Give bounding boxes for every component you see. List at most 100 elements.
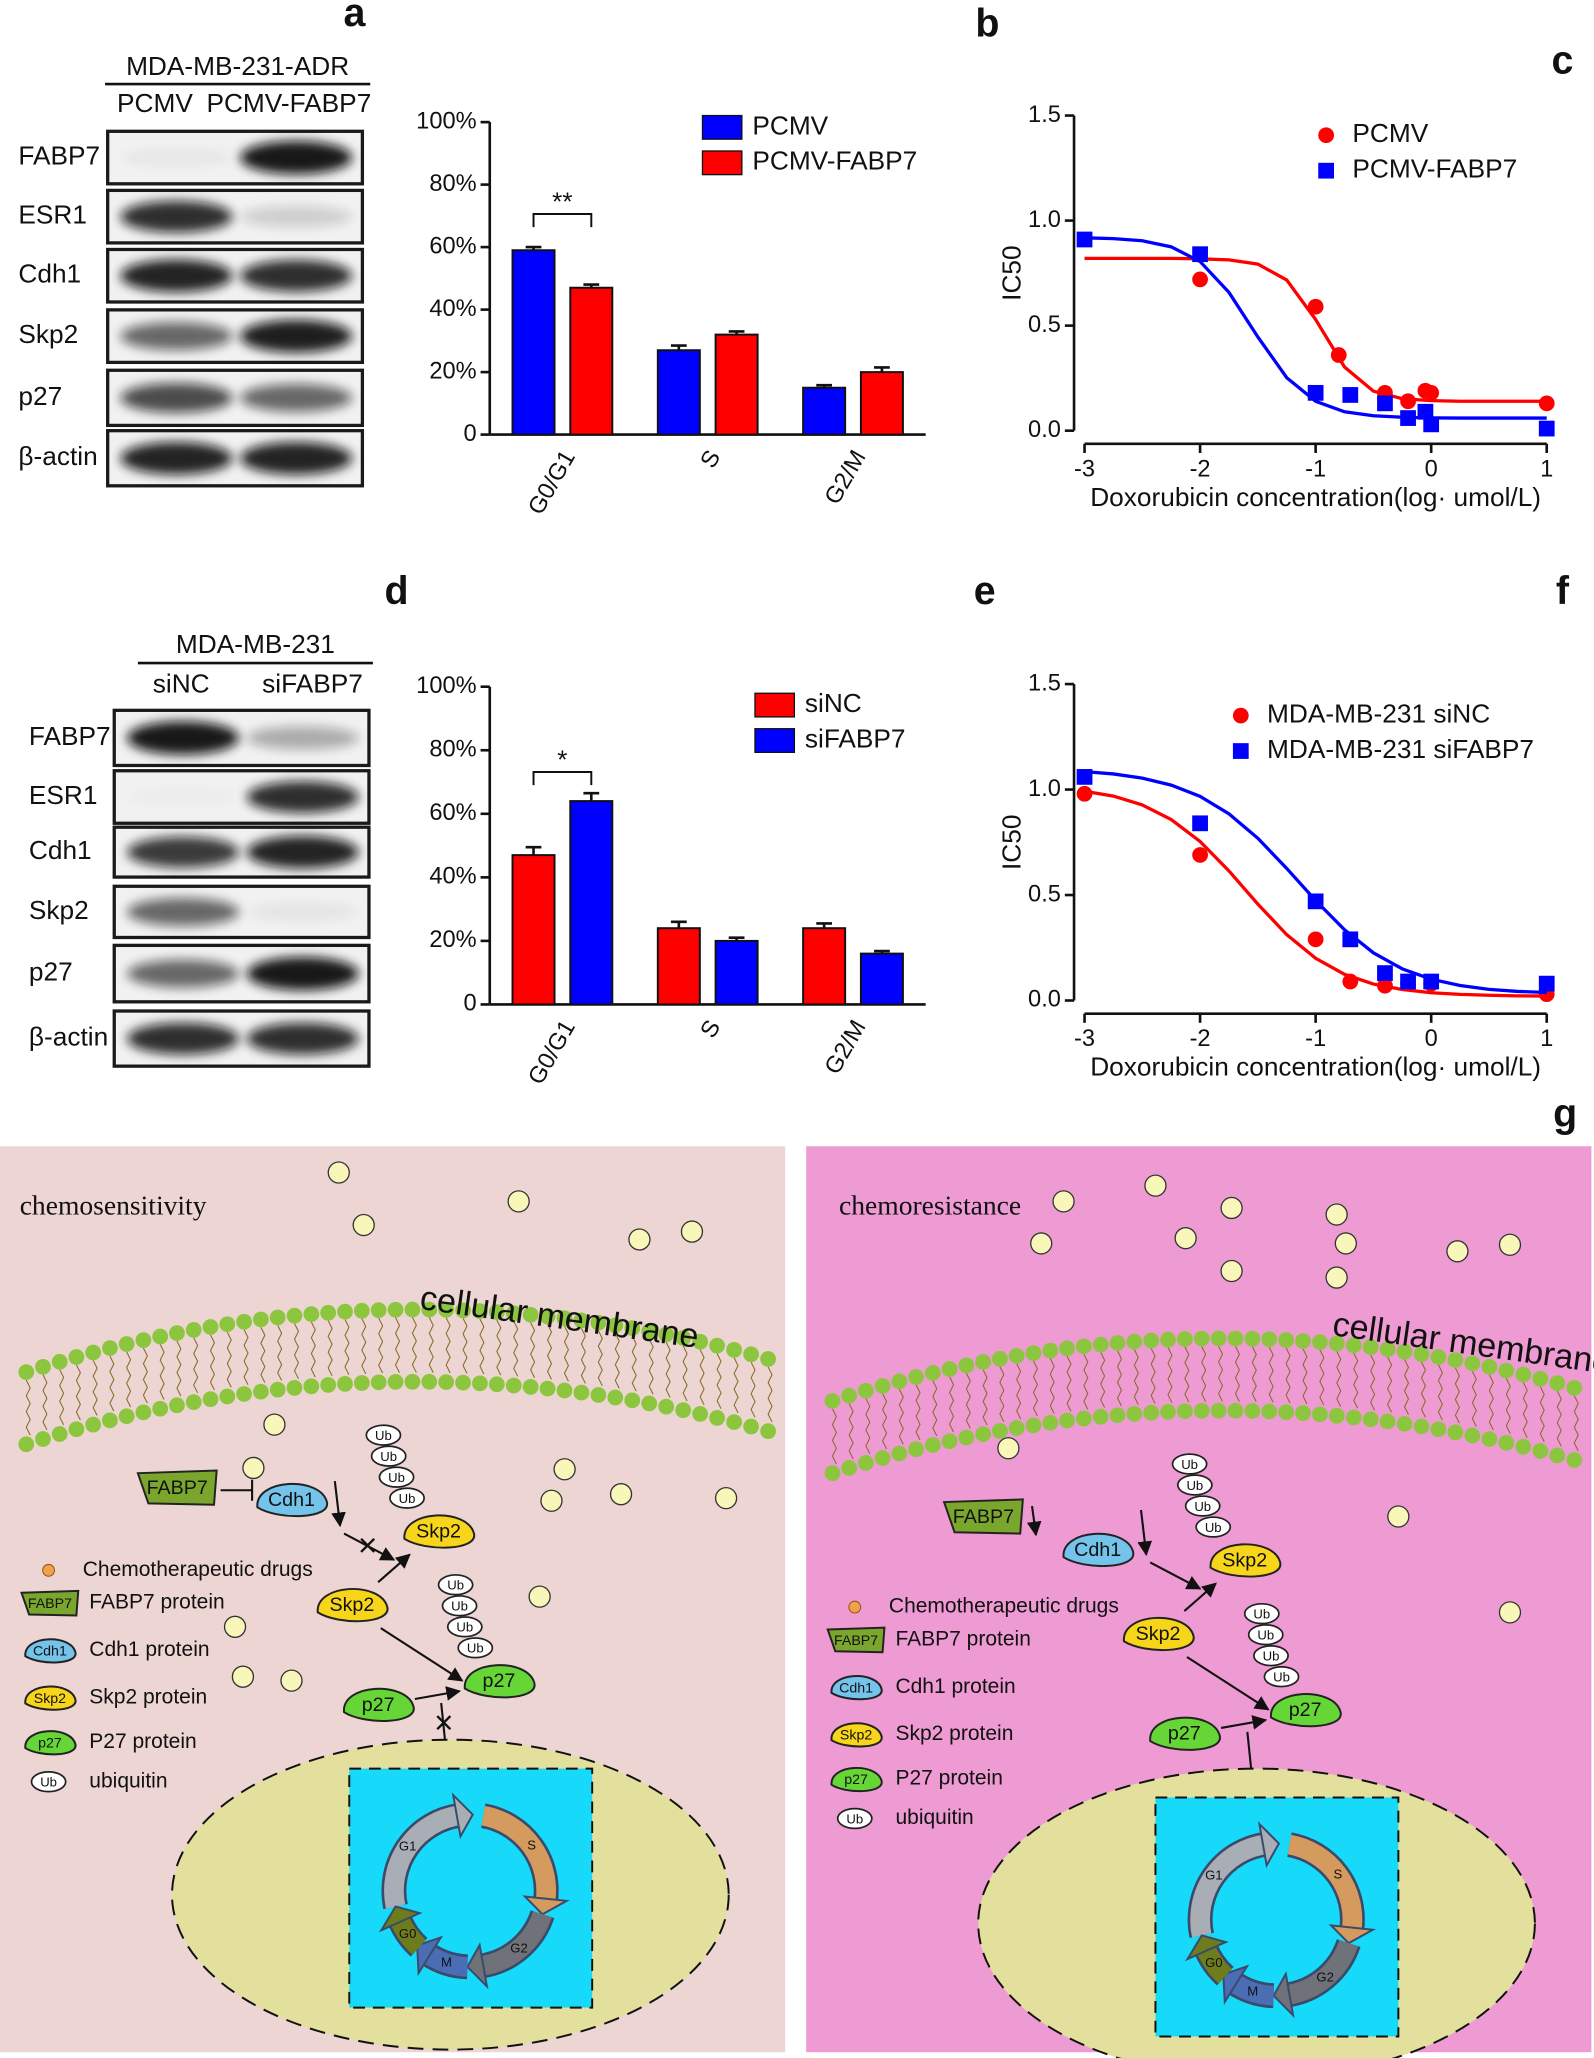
lipid-tail xyxy=(1049,1358,1055,1414)
blot-band xyxy=(246,956,359,991)
drug xyxy=(1498,1233,1522,1256)
significance-bracket xyxy=(532,771,593,786)
lipid-head xyxy=(1345,1337,1362,1354)
lipid-head xyxy=(658,1326,675,1343)
lipid-tail xyxy=(394,1317,401,1373)
y-tick-label: 1.0 xyxy=(1028,776,1061,802)
legend-label: MDA-MB-231 siFABP7 xyxy=(1267,734,1534,764)
lipid-head xyxy=(269,1309,286,1326)
lipid-head xyxy=(891,1373,908,1390)
cycle-arrow xyxy=(481,1806,557,1903)
lipid-tail xyxy=(716,1353,722,1409)
lipid-tail xyxy=(428,1317,434,1373)
ubiquitin-shape xyxy=(378,1466,415,1488)
point xyxy=(1192,847,1208,863)
lipid-head xyxy=(253,1311,269,1328)
blot-row-label: p27 xyxy=(18,381,62,411)
lipid-tail xyxy=(1268,1346,1274,1403)
lipid-head xyxy=(1227,1330,1244,1347)
y-tick-label: 40% xyxy=(429,864,476,890)
error-bar xyxy=(525,245,542,251)
bar xyxy=(859,371,904,436)
lipid-tail xyxy=(1319,1349,1325,1406)
blot-band xyxy=(127,788,239,807)
arrow xyxy=(414,1686,462,1701)
drug xyxy=(327,1161,350,1184)
drug xyxy=(1220,1196,1243,1220)
lipid-head xyxy=(1059,1340,1075,1357)
lipid-tail xyxy=(344,1319,350,1375)
x-axis-title: Doxorubicin concentration(log· umol/L) xyxy=(1090,1052,1541,1082)
panel-label: b xyxy=(975,2,999,46)
lipid-head xyxy=(1532,1443,1549,1459)
y-tick-label: 80% xyxy=(429,736,476,762)
legend-text: ubiquitin xyxy=(895,1806,973,1829)
lipid-head xyxy=(1193,1330,1210,1347)
diagram-title: chemosensitivity xyxy=(20,1189,207,1220)
diagram-title: chemoresistance xyxy=(839,1189,1021,1220)
legend-label: MDA-MB-231 siNC xyxy=(1267,699,1490,729)
lipid-head xyxy=(1126,1333,1143,1350)
cdh1-shape xyxy=(24,1638,77,1664)
point xyxy=(1192,246,1208,263)
cycle-arrowhead xyxy=(1272,1971,1295,2019)
blot-band xyxy=(246,726,359,750)
lipid-head xyxy=(1481,1431,1498,1447)
lipid-tail xyxy=(1420,1361,1427,1418)
lipid-tail xyxy=(109,1355,115,1412)
lipid-head xyxy=(1413,1346,1430,1363)
lipid-head xyxy=(1092,1336,1109,1353)
lipid-head xyxy=(958,1429,975,1446)
lane-label: siFABP7 xyxy=(262,668,363,698)
lipid-head xyxy=(387,1374,404,1390)
drug xyxy=(1052,1190,1075,1213)
lipid-head xyxy=(472,1375,488,1392)
lipid-head xyxy=(1566,1452,1583,1468)
x-tick-label: -1 xyxy=(1305,1026,1326,1052)
lipid-tail xyxy=(563,1325,570,1382)
lipid-head xyxy=(624,1392,641,1409)
blot-band xyxy=(240,383,353,412)
lipid-tail xyxy=(277,1325,283,1381)
lipid-head xyxy=(202,1391,219,1408)
p27-shape xyxy=(1149,1716,1221,1751)
ubiquitin-label: Ub xyxy=(1263,1648,1280,1663)
y-tick-label: 0.0 xyxy=(1028,987,1061,1013)
lipid-head xyxy=(1498,1434,1515,1451)
lipid-head xyxy=(286,1307,303,1324)
lipid-head xyxy=(1076,1410,1092,1427)
significance-label: ** xyxy=(552,186,572,216)
lipid-head xyxy=(1328,1335,1345,1352)
lipid-head xyxy=(1126,1405,1143,1422)
x-tick-label: S xyxy=(696,446,726,473)
point xyxy=(1342,387,1359,403)
lipid-tail xyxy=(1353,1352,1359,1409)
lipid-tail xyxy=(682,1345,688,1402)
cycle-arrowhead xyxy=(416,1935,444,1977)
lipid-tail xyxy=(1032,1360,1038,1417)
x-tick-label: 1 xyxy=(1540,1026,1553,1052)
lipid-head xyxy=(1312,1334,1328,1351)
lipid-head xyxy=(1481,1358,1498,1375)
ubiquitin-shape xyxy=(1184,1495,1221,1517)
lipid-head xyxy=(522,1379,539,1395)
lipid-head xyxy=(641,1323,658,1340)
blot-band xyxy=(126,897,240,926)
lipid-head xyxy=(1312,1406,1328,1423)
y-tick-label: 80% xyxy=(429,171,476,197)
legend-text: Chemotherapeutic drugs xyxy=(889,1595,1119,1618)
lipid-tail xyxy=(1066,1356,1072,1412)
lipid-tail xyxy=(750,1361,756,1418)
lipid-head xyxy=(1430,1421,1447,1438)
lipid-head xyxy=(675,1330,692,1346)
lipid-head xyxy=(590,1314,607,1331)
lipid-head xyxy=(1566,1379,1583,1396)
ubiquitin-shape xyxy=(1176,1474,1213,1496)
blot-band xyxy=(240,259,353,292)
cdh1-label: Cdh1 xyxy=(839,1680,873,1696)
drug xyxy=(1325,1203,1348,1226)
blot-row-label: p27 xyxy=(29,957,73,987)
cycle-label: M xyxy=(1247,1984,1258,1999)
bar xyxy=(511,249,556,436)
lipid-tail xyxy=(1522,1382,1528,1438)
